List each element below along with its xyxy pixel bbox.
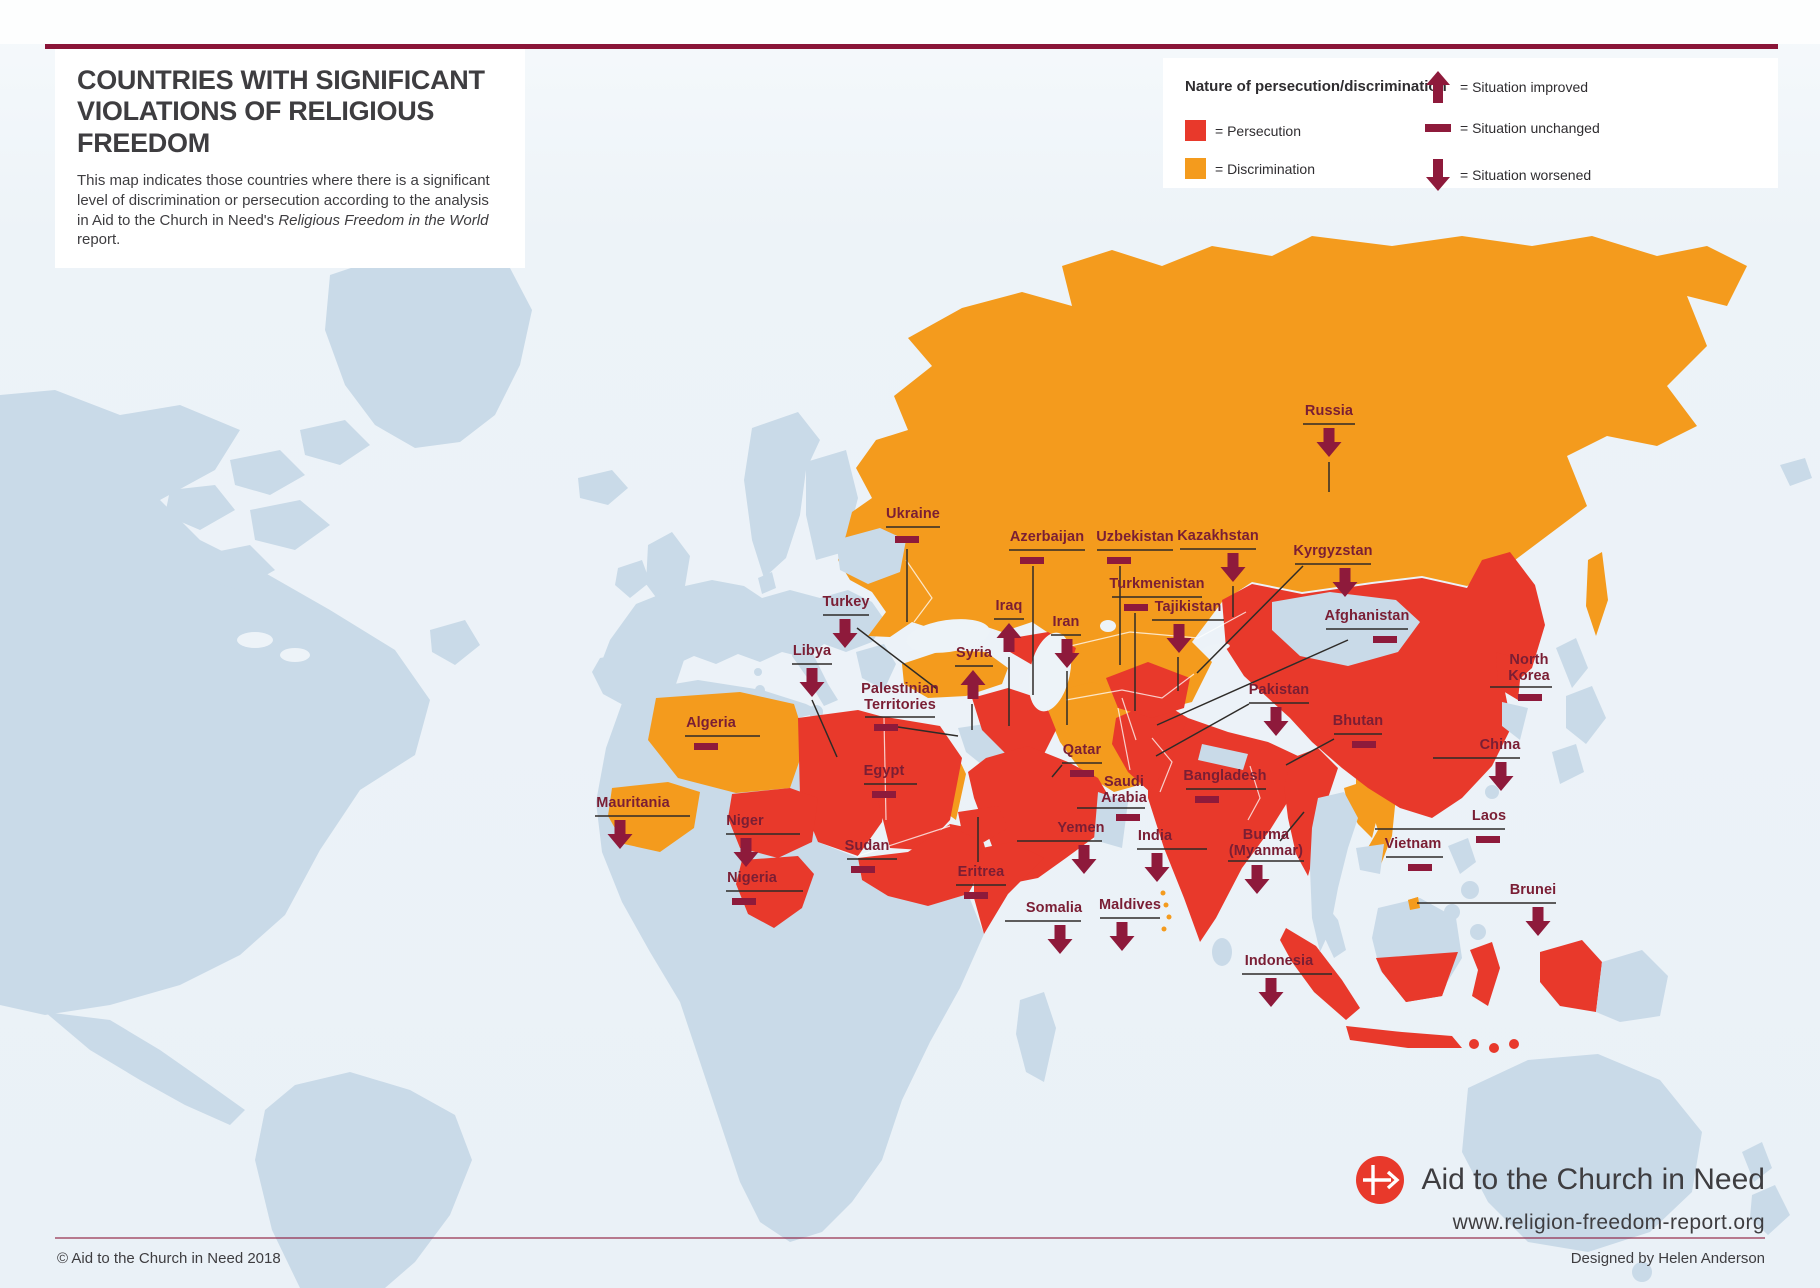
indicator-worsened-arrow-niger bbox=[733, 838, 759, 867]
footer-credit: Designed by Helen Anderson bbox=[1570, 1250, 1765, 1267]
indicator-unchanged-bar-laos bbox=[1476, 836, 1500, 843]
indicator-unchanged-bar-algeria bbox=[694, 743, 718, 750]
indicator-worsened-arrow-turkey bbox=[832, 619, 858, 648]
indicator-unchanged-bar-sudan bbox=[851, 866, 875, 873]
subtitle-text: This map indicates those countries where… bbox=[77, 171, 490, 229]
subtitle-report-name: Religious Freedom in the World bbox=[278, 211, 489, 229]
indicator-improved-arrow-syria bbox=[960, 670, 986, 699]
indicator-unchanged-bar-qatar bbox=[1070, 770, 1094, 777]
indicator-worsened-arrow-russia bbox=[1316, 428, 1342, 457]
legend-label: = Persecution bbox=[1215, 122, 1301, 139]
legend-item-discrimination: = Discrimination bbox=[1185, 158, 1315, 179]
pointer-line-kyrgyzstan bbox=[1196, 565, 1304, 674]
subtitle-text-end: report. bbox=[77, 231, 121, 249]
indicator-unchanged-bar-saudi-arabia bbox=[1116, 814, 1140, 821]
legend-item-improved: = Situation improved bbox=[1425, 71, 1588, 103]
up-arrow-icon bbox=[1426, 71, 1450, 103]
indicator-unchanged-bar-uzbekistan bbox=[1107, 557, 1131, 564]
legend-title: Nature of persecution/discrimination bbox=[1185, 78, 1447, 95]
legend-label: = Situation unchanged bbox=[1460, 120, 1600, 136]
pointer-line-palestinian-territories bbox=[897, 726, 959, 737]
indicator-unchanged-bar-eritrea bbox=[964, 892, 988, 899]
indicator-worsened-arrow-yemen bbox=[1071, 845, 1097, 874]
footer-copyright: © Aid to the Church in Need 2018 bbox=[57, 1250, 281, 1267]
pointer-line-pakistan bbox=[1155, 703, 1250, 757]
page-title: COUNTRIES WITH SIGNIFICANT VIOLATIONS OF… bbox=[77, 65, 485, 158]
top-white-band bbox=[0, 0, 1820, 44]
indicator-unchanged-bar-turkmenistan bbox=[1124, 604, 1148, 611]
indicator-unchanged-bar-azerbaijan bbox=[1020, 557, 1044, 564]
indicator-unchanged-bar-bangladesh bbox=[1195, 796, 1219, 803]
acn-logo-icon bbox=[1356, 1156, 1405, 1204]
title-card: COUNTRIES WITH SIGNIFICANT VIOLATIONS OF… bbox=[55, 49, 525, 269]
legend-item-unchanged: = Situation unchanged bbox=[1425, 120, 1600, 136]
legend-label: = Situation worsened bbox=[1460, 167, 1592, 183]
indicator-improved-arrow-iraq bbox=[996, 623, 1022, 652]
pointer-line-turkey bbox=[856, 627, 938, 690]
indicator-worsened-arrow-china bbox=[1488, 762, 1514, 791]
indicator-worsened-arrow-tajikistan bbox=[1166, 624, 1192, 653]
page-subtitle: This map indicates those countries where… bbox=[77, 171, 503, 250]
legend-label: = Situation improved bbox=[1460, 79, 1589, 95]
pointer-line-libya bbox=[811, 699, 838, 758]
unchanged-bar-icon bbox=[1425, 124, 1451, 132]
legend: Nature of persecution/discrimination = P… bbox=[1163, 58, 1778, 191]
legend-item-worsened: = Situation worsened bbox=[1425, 159, 1591, 191]
indicator-worsened-arrow-india bbox=[1144, 853, 1170, 882]
indicator-worsened-arrow-burma-myanmar bbox=[1244, 865, 1270, 894]
brand-block: Aid to the Church in Need www.religion-f… bbox=[1165, 1155, 1765, 1235]
indicator-unchanged-bar-vietnam bbox=[1408, 864, 1432, 871]
top-rule bbox=[45, 44, 1778, 49]
indicator-worsened-arrow-indonesia bbox=[1258, 978, 1284, 1007]
down-arrow-icon bbox=[1426, 159, 1450, 191]
indicator-worsened-arrow-iran bbox=[1054, 639, 1080, 668]
indicator-worsened-arrow-libya bbox=[799, 668, 825, 697]
pointer-line-burma-myanmar bbox=[1279, 811, 1305, 842]
indicator-worsened-arrow-somalia bbox=[1047, 925, 1073, 954]
map-overlays-layer bbox=[237, 528, 1668, 1022]
indicator-unchanged-bar-egypt bbox=[872, 791, 896, 798]
indicator-worsened-arrow-pakistan bbox=[1263, 707, 1289, 736]
indicator-worsened-arrow-kazakhstan bbox=[1220, 553, 1246, 582]
brand-url[interactable]: www.religion-freedom-report.org bbox=[1452, 1211, 1765, 1234]
indicator-worsened-arrow-brunei bbox=[1525, 907, 1551, 936]
discrimination-swatch-icon bbox=[1185, 158, 1206, 179]
indicator-unchanged-bar-north-korea bbox=[1518, 694, 1542, 701]
persecution-swatch-icon bbox=[1185, 120, 1206, 141]
indicator-unchanged-bar-afghanistan bbox=[1373, 636, 1397, 643]
country-borders-layer bbox=[857, 559, 1261, 857]
pointer-line-afghanistan bbox=[1156, 639, 1349, 726]
indicator-worsened-arrow-kyrgyzstan bbox=[1332, 568, 1358, 597]
legend-item-persecution: = Persecution bbox=[1185, 120, 1301, 141]
indicator-unchanged-bar-nigeria bbox=[732, 898, 756, 905]
indicator-unchanged-bar-bhutan bbox=[1352, 741, 1376, 748]
legend-label: = Discrimination bbox=[1215, 160, 1315, 177]
pointer-line-qatar bbox=[1051, 764, 1063, 778]
footer-rule bbox=[55, 1237, 1765, 1239]
brand-name: Aid to the Church in Need bbox=[1421, 1163, 1765, 1196]
pointer-line-bhutan bbox=[1285, 738, 1335, 766]
indicator-worsened-arrow-mauritania bbox=[607, 820, 633, 849]
indicator-unchanged-bar-palestinian-territories bbox=[874, 724, 898, 731]
indicator-worsened-arrow-maldives bbox=[1109, 922, 1135, 951]
indicator-unchanged-bar-ukraine bbox=[895, 536, 919, 543]
map-annotations-layer bbox=[595, 423, 1556, 1007]
